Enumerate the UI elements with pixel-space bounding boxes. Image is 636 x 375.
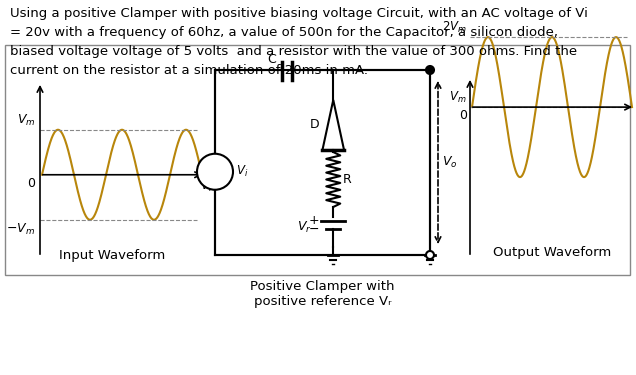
Circle shape [427,67,433,73]
Text: Using a positive Clamper with positive biasing voltage Circuit, with an AC volta: Using a positive Clamper with positive b… [10,7,588,77]
Text: R: R [342,173,351,186]
Text: D: D [310,118,319,132]
Text: $V_i$: $V_i$ [200,179,213,194]
Text: $V_o$: $V_o$ [442,155,457,170]
Bar [5,45,630,275]
Text: t: t [207,168,212,181]
Text: $2V_m$: $2V_m$ [442,20,467,35]
Circle shape [197,154,233,190]
Bar [215,70,430,255]
Text: 0: 0 [27,177,35,190]
Text: C: C [268,53,276,66]
Text: 0: 0 [459,109,467,122]
Text: −: − [308,222,319,236]
Text: $V_m$: $V_m$ [17,112,35,128]
Text: $V_m$: $V_m$ [450,90,467,105]
Text: Input Waveform: Input Waveform [59,249,165,262]
Text: Output Waveform: Output Waveform [494,246,612,259]
Text: $-V_m$: $-V_m$ [6,222,35,237]
Text: +: + [308,214,319,228]
Circle shape [426,251,434,259]
Text: $V_i$: $V_i$ [236,164,248,179]
Circle shape [426,66,434,74]
Text: Positive Clamper with
positive reference Vᵣ: Positive Clamper with positive reference… [250,280,395,308]
Text: $V_r$: $V_r$ [296,219,311,234]
